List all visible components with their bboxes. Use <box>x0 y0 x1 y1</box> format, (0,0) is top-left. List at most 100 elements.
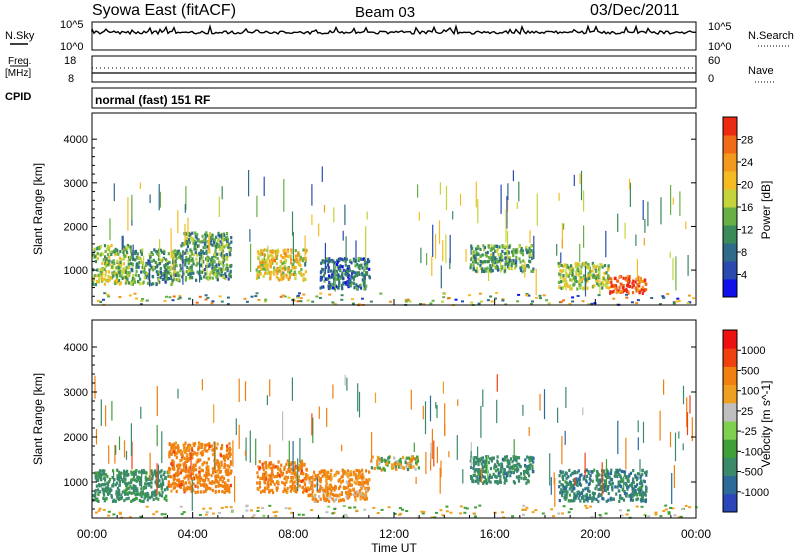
velocity-echo-cell <box>595 478 598 482</box>
power-echo-cell <box>143 270 146 275</box>
power-echo-cell <box>157 257 160 261</box>
power-echo-streak <box>636 259 638 281</box>
velocity-echo-ground <box>625 513 629 516</box>
velocity-echo-cell <box>186 453 189 457</box>
power-echo-cell <box>127 281 130 285</box>
velocity-echo-cell <box>273 475 276 479</box>
power-echo-streak <box>199 256 201 283</box>
power-echo-cell <box>491 269 494 273</box>
velocity-echo-ground <box>445 510 449 513</box>
power-echo-cell <box>621 286 624 290</box>
power-echo-cell <box>337 273 340 277</box>
velocity-echo-cell <box>215 446 218 450</box>
velocity-echo-cell <box>219 477 222 482</box>
power-echo-cell <box>279 269 282 273</box>
power-echo-cell <box>297 253 300 258</box>
velocity-echo-cell <box>569 473 572 477</box>
velocity-echo-cell <box>311 487 314 491</box>
power-echo-cell <box>148 261 151 265</box>
velocity-echo-cell <box>160 482 163 486</box>
velocity-echo-cell <box>115 481 119 485</box>
power-echo-cell <box>186 245 189 249</box>
power-echo-cell <box>491 258 494 262</box>
power-echo-cell <box>206 276 209 280</box>
velocity-echo-cell <box>315 475 318 479</box>
power-echo-cell <box>205 249 208 253</box>
velocity-echo-cell <box>191 477 195 481</box>
power-echo-cell <box>117 263 120 267</box>
velocity-echo-cell <box>585 480 588 484</box>
power-echo-ground <box>319 292 323 295</box>
velocity-echo-cell <box>124 491 127 495</box>
velocity-echo-cell <box>203 473 206 478</box>
velocity-echo-cell <box>150 495 153 499</box>
velocity-echo-cell <box>361 491 364 495</box>
velocity-echo-cell <box>578 480 581 484</box>
power-echo-cell <box>211 236 214 240</box>
velocity-echo-cell <box>155 496 158 500</box>
velocity-echo-cell <box>171 459 174 463</box>
velocity-echo-cell <box>496 481 499 485</box>
velocity-echo-ground <box>297 513 301 516</box>
velocity-echo-cell <box>178 484 181 488</box>
velocity-echo-ground <box>107 510 111 513</box>
power-echo-cell <box>578 263 581 267</box>
velocity-echo-cell <box>318 495 321 499</box>
velocity-echo-streak <box>433 440 435 467</box>
velocity-echo-cell <box>605 499 608 503</box>
power-echo-cell <box>110 244 113 248</box>
velocity-echo-ground <box>230 510 234 513</box>
velocity-echo-cell <box>317 475 321 480</box>
power-echo-cell <box>516 248 519 252</box>
power-echo-cell <box>518 257 521 261</box>
power-echo-cell <box>519 268 523 272</box>
velocity-echo-cell <box>157 497 160 501</box>
velocity-echo-cell <box>102 496 105 500</box>
velocity-echo-cell <box>640 495 643 499</box>
power-echo-cell <box>217 231 220 235</box>
velocity-echo-cell <box>490 457 493 461</box>
power-echo-cell <box>123 248 126 252</box>
velocity-echo-streak <box>325 470 327 499</box>
velocity-echo-cell <box>323 473 326 477</box>
power-echo-cell <box>145 261 148 266</box>
power-echo-ground <box>662 296 666 299</box>
nsearch-label: N.Search <box>748 30 794 42</box>
velocity-echo-cell <box>352 488 356 492</box>
velocity-echo-streak <box>482 389 484 407</box>
velocity-echo-cell <box>173 481 176 486</box>
velocity-echo-cell <box>527 465 530 469</box>
power-echo-cell <box>298 260 301 264</box>
velocity-echo-cell <box>187 474 190 478</box>
velocity-echo-cell <box>285 470 288 474</box>
power-echo-cell <box>185 248 188 252</box>
velocity-echo-cell <box>124 473 128 477</box>
velocity-echo-cell <box>478 459 482 463</box>
power-echo-cell <box>175 256 178 260</box>
velocity-echo-ground <box>275 510 279 513</box>
velocity-echo-cell <box>348 481 351 485</box>
velocity-echo-streak <box>435 402 437 409</box>
velocity-echo-cell <box>328 499 331 503</box>
velocity-echo-cell <box>302 490 305 494</box>
velocity-echo-cell <box>158 479 161 483</box>
power-echo-cell <box>587 263 590 267</box>
velocity-echo-cell <box>190 489 193 493</box>
velocity-echo-cell <box>498 463 501 467</box>
date-title: 03/Dec/2011 <box>590 2 680 19</box>
velocity-echo-cell <box>121 479 124 484</box>
power-echo-cell <box>171 251 174 255</box>
power-echo-cell <box>616 279 620 283</box>
power-echo-ground <box>255 292 259 295</box>
power-echo-ground <box>576 295 580 297</box>
velocity-echo-cell <box>603 488 606 492</box>
power-echo-cell <box>199 270 202 274</box>
velocity-echo-cell <box>151 491 154 495</box>
power-echo-cell <box>494 261 497 265</box>
power-echo-ground <box>562 299 565 302</box>
velocity-echo-cell <box>105 486 108 490</box>
velocity-echo-cell <box>223 481 226 485</box>
velocity-echo-ground <box>435 511 438 514</box>
velocity-echo-ground <box>522 513 525 516</box>
velocity-echo-cell <box>365 490 368 494</box>
